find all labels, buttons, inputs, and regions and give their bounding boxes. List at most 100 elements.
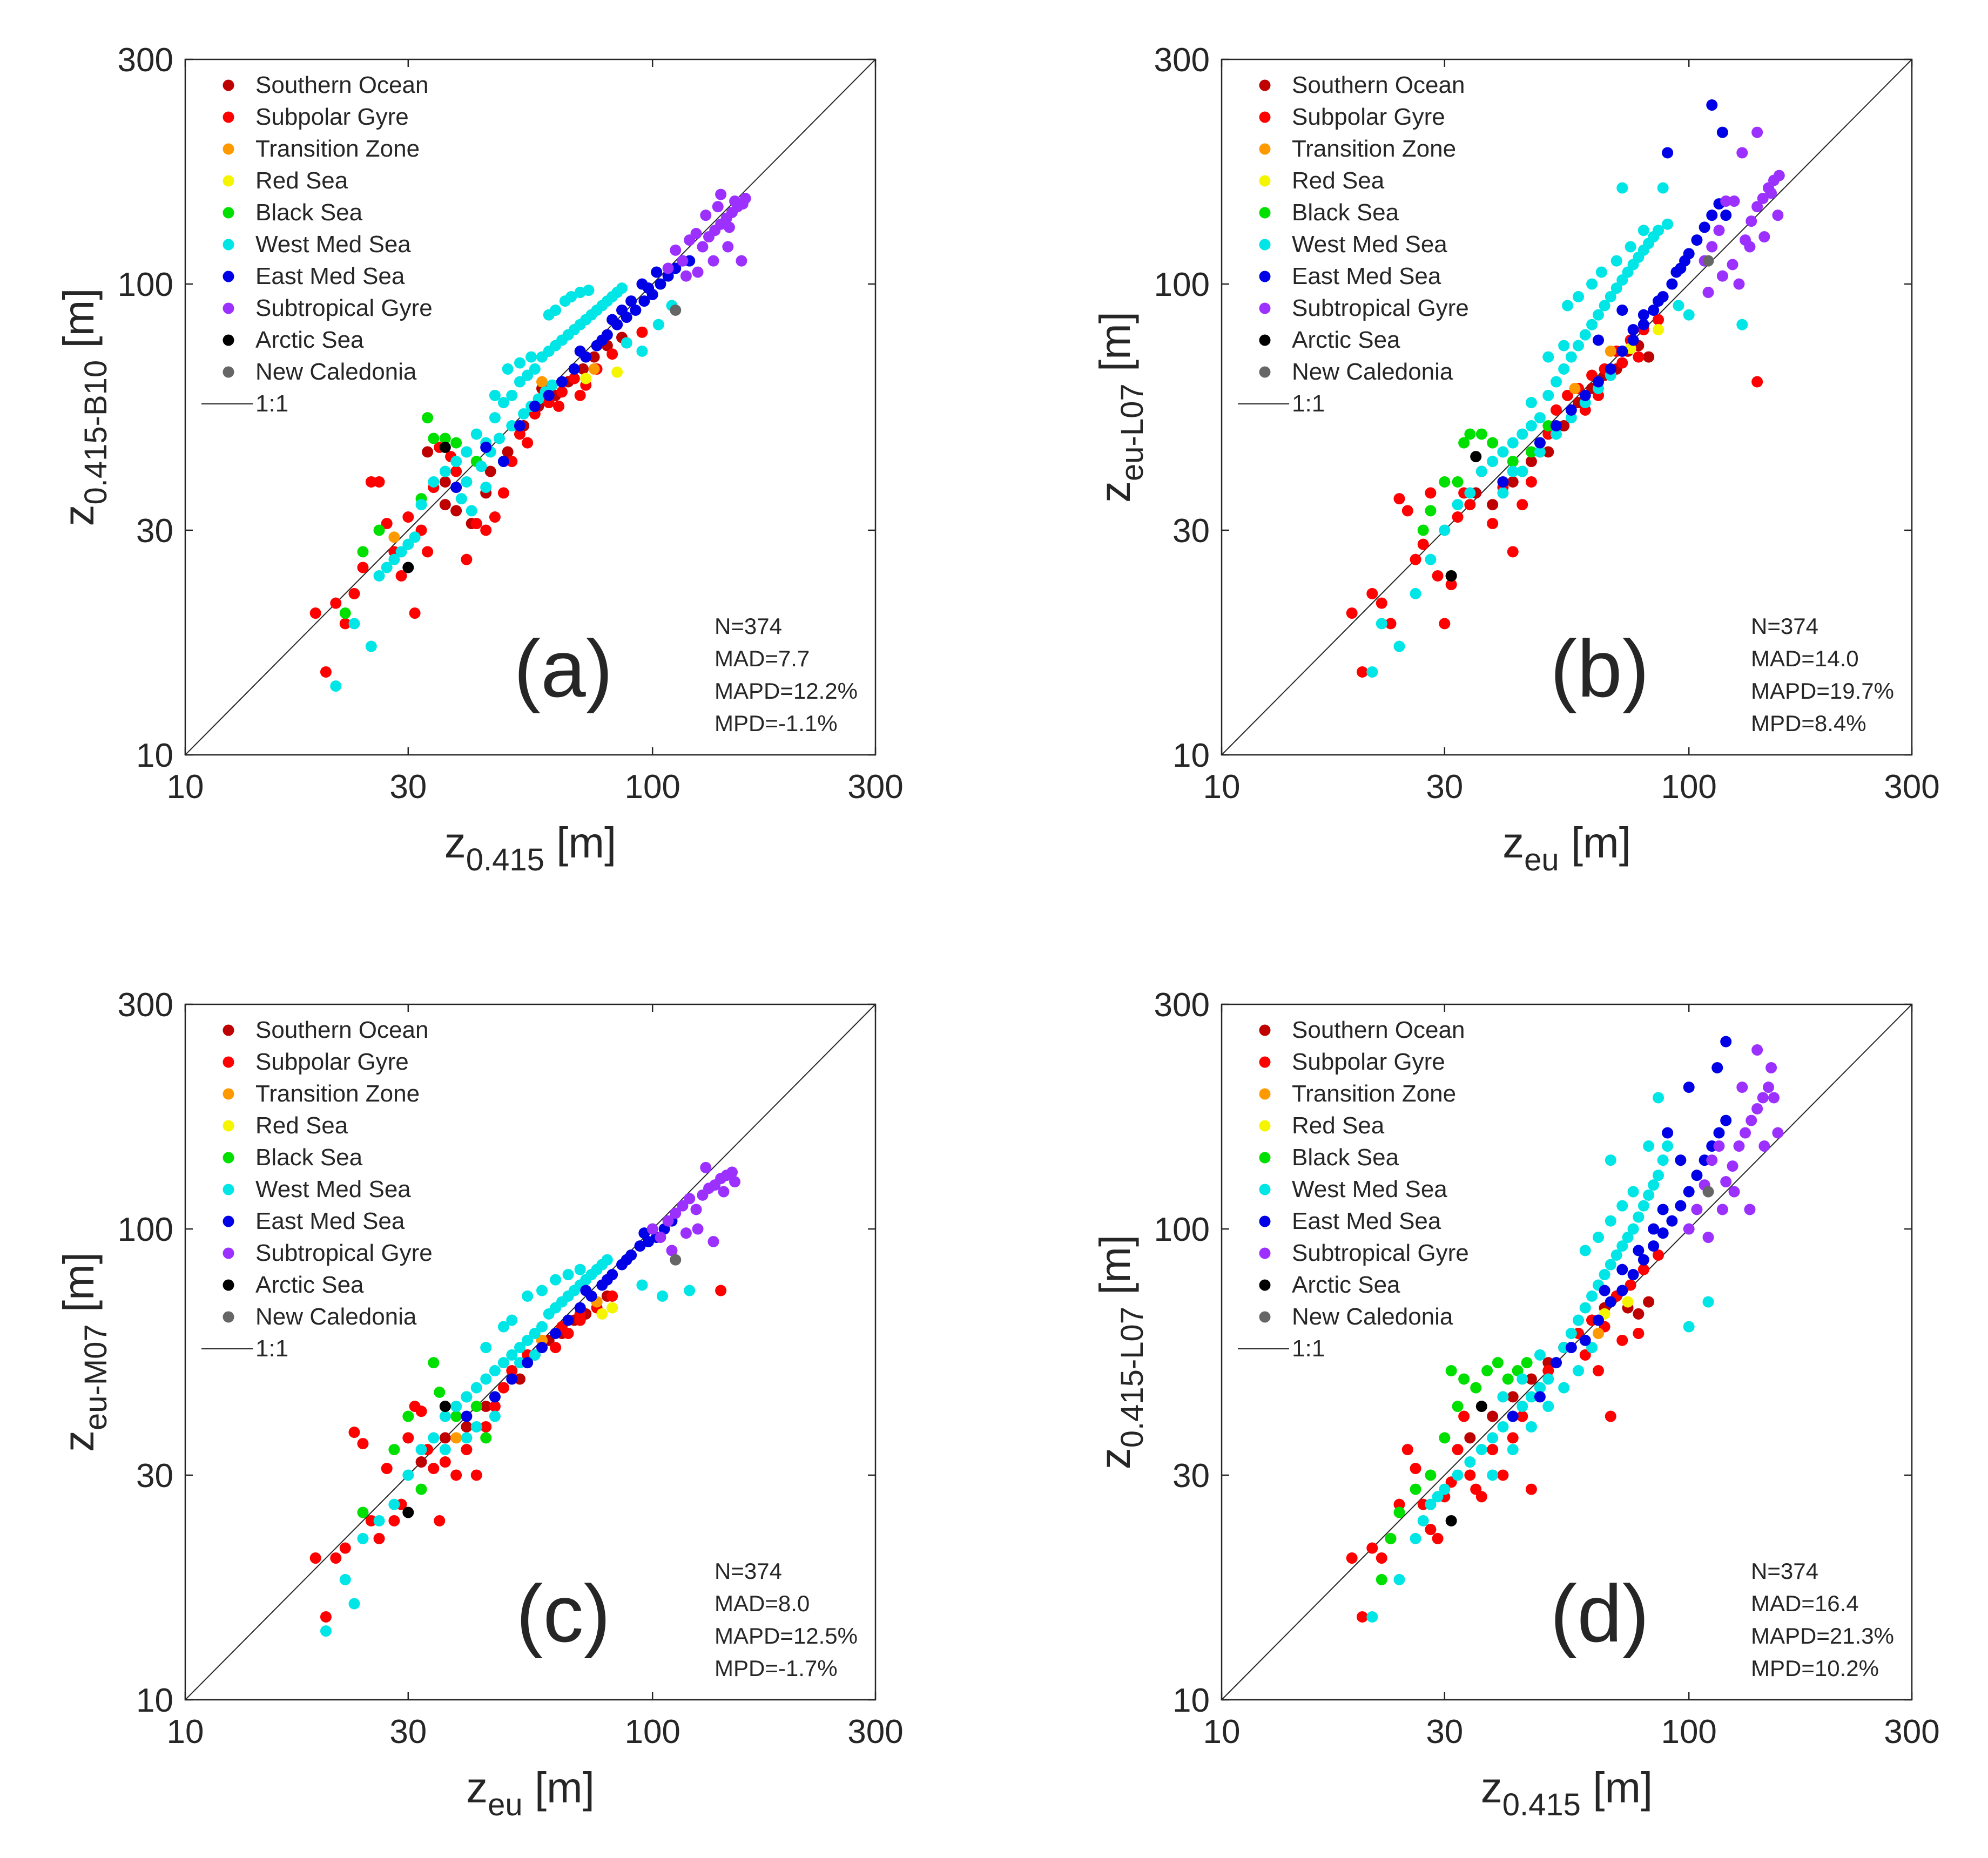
- data-point: [1445, 1365, 1457, 1377]
- legend-entry: East Med Sea: [1292, 263, 1441, 289]
- data-point: [1599, 1269, 1610, 1281]
- legend-marker: [223, 239, 234, 251]
- x-axis-label-subscript: 0.415: [1502, 1787, 1581, 1822]
- data-point: [489, 1365, 501, 1377]
- data-point: [715, 188, 727, 200]
- data-point: [1452, 1469, 1464, 1481]
- x-axis-label: zeu [m]: [466, 1764, 595, 1822]
- data-point: [643, 282, 655, 294]
- x-axis-label-unit: [m]: [544, 819, 616, 867]
- data-point: [497, 397, 509, 409]
- data-point: [348, 1427, 360, 1438]
- x-axis-label-main: z: [466, 1764, 488, 1812]
- x-tick-label: 10: [1203, 768, 1241, 806]
- data-point: [1558, 340, 1570, 352]
- legend-marker: [223, 1024, 234, 1036]
- data-point: [470, 1469, 482, 1481]
- data-point: [1452, 499, 1464, 511]
- legend-marker: [223, 366, 234, 378]
- data-point: [1627, 334, 1639, 346]
- data-point: [1746, 1114, 1757, 1126]
- data-point: [638, 295, 650, 307]
- data-point: [1550, 1357, 1562, 1369]
- data-point: [596, 334, 608, 346]
- data-point: [461, 1410, 473, 1422]
- data-point: [1487, 1469, 1499, 1481]
- data-point: [1666, 1215, 1678, 1227]
- data-point: [1507, 1391, 1519, 1403]
- legend-entry: Red Sea: [1292, 167, 1385, 194]
- data-point: [1445, 1515, 1457, 1526]
- x-tick-label: 30: [1426, 768, 1463, 806]
- legend-entry: Transition Zone: [1292, 136, 1456, 162]
- data-point: [402, 1410, 414, 1422]
- data-point: [562, 1314, 574, 1326]
- data-point: [1616, 1285, 1628, 1296]
- data-point: [1525, 476, 1537, 488]
- data-point: [1605, 1296, 1616, 1308]
- x-axis-label-unit: [m]: [1581, 1764, 1653, 1812]
- legend-entry: New Caledonia: [1292, 359, 1453, 385]
- data-point: [1558, 1382, 1570, 1394]
- data-point: [1517, 1410, 1528, 1422]
- data-point: [1410, 553, 1421, 565]
- data-point: [736, 255, 747, 267]
- data-point: [522, 1357, 534, 1369]
- data-point: [422, 546, 434, 558]
- data-point: [574, 1302, 586, 1314]
- data-point: [1627, 1186, 1639, 1198]
- y-tick-label: 30: [136, 512, 173, 550]
- data-point: [450, 437, 462, 449]
- data-point: [506, 456, 518, 468]
- data-point: [439, 1432, 451, 1444]
- data-point: [1643, 1140, 1655, 1152]
- data-point: [1565, 351, 1577, 363]
- data-point: [655, 278, 666, 290]
- data-point: [1507, 465, 1519, 477]
- data-point: [1439, 1483, 1451, 1495]
- data-point: [1653, 314, 1664, 326]
- y-tick-label: 10: [1172, 1682, 1210, 1719]
- legend: Southern Ocean Subpolar Gyre Transition Zo…: [1238, 72, 1469, 417]
- data-point: [357, 1506, 369, 1518]
- data-point: [428, 1357, 440, 1369]
- data-point: [1657, 1227, 1669, 1239]
- y-axis-label: zeu-M07 [m]: [55, 1252, 113, 1452]
- data-point: [381, 562, 393, 573]
- data-point: [596, 1308, 608, 1320]
- data-point: [1525, 1421, 1537, 1433]
- y-tick-label: 30: [136, 1457, 173, 1495]
- data-point: [1699, 221, 1710, 233]
- data-point: [506, 1365, 518, 1377]
- data-point: [388, 1444, 400, 1456]
- data-point: [497, 1357, 509, 1369]
- data-point: [489, 511, 501, 523]
- data-point: [1586, 1290, 1598, 1302]
- data-point: [1475, 1491, 1487, 1503]
- stat-mpd: MPD=8.4%: [1751, 711, 1866, 736]
- data-point: [726, 1166, 738, 1178]
- data-point: [1487, 499, 1499, 511]
- data-point: [1610, 255, 1622, 267]
- legend-entry: Black Sea: [255, 199, 363, 226]
- legend-marker: [1259, 366, 1271, 378]
- data-point: [1410, 587, 1421, 599]
- data-point: [1736, 147, 1748, 159]
- legend-entry-reference: 1:1: [255, 1335, 288, 1362]
- x-axis-label: zeu [m]: [1502, 819, 1631, 877]
- data-point: [1757, 1092, 1769, 1104]
- data-point: [670, 1207, 682, 1219]
- data-point: [1366, 587, 1378, 599]
- data-point: [1517, 1401, 1528, 1413]
- data-point: [568, 363, 580, 375]
- data-point: [1733, 1140, 1745, 1152]
- data-point: [388, 1515, 400, 1526]
- data-point: [450, 465, 462, 477]
- data-point: [1452, 1444, 1464, 1456]
- legend-marker: [1259, 271, 1271, 282]
- data-point: [1653, 295, 1664, 307]
- data-point: [428, 1463, 440, 1475]
- data-point: [1605, 1154, 1616, 1166]
- data-point: [388, 553, 400, 565]
- stat-mapd: MAPD=12.2%: [715, 678, 858, 704]
